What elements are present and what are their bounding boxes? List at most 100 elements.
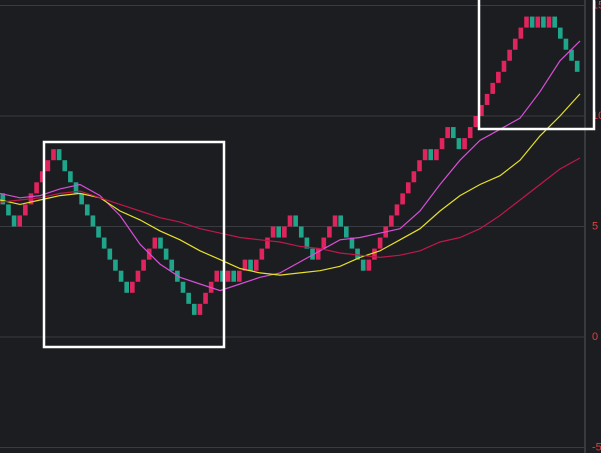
renko-brick [479,104,484,117]
renko-brick [56,149,62,161]
renko-brick [253,259,259,271]
renko-brick [343,226,349,238]
renko-brick [141,259,146,271]
renko-brick [231,270,237,282]
renko-brick [473,116,479,128]
renko-brick [434,149,439,161]
renko-brick [259,248,265,260]
renko-brick [90,215,96,227]
renko-brick [62,160,68,172]
renko-brick [574,60,580,72]
renko-brick [135,270,141,282]
renko-brick [96,226,101,238]
renko-brick [524,16,529,28]
renko-brick [11,215,17,227]
renko-brick [282,226,287,238]
moving-average-line [0,157,581,259]
renko-brick [73,182,79,194]
renko-brick [541,16,546,28]
renko-brick [467,127,473,139]
renko-brick [197,303,203,315]
renko-brick [501,60,507,72]
renko-brick [287,215,293,227]
renko-brick [23,204,28,216]
renko-brick [107,248,113,260]
renko-brick [293,215,298,227]
renko-brick [389,215,394,227]
renko-brick [191,303,197,315]
renko-brick [546,16,552,28]
renko-brick [17,215,23,227]
renko-brick [79,193,84,205]
renko-brick [186,292,191,304]
highlight-box [477,0,596,131]
renko-brick [569,49,574,61]
renko-brick [360,259,366,271]
renko-brick [118,270,124,282]
renko-brick [39,171,45,183]
y-tick-label: 0 [592,331,598,343]
renko-brick [315,248,321,260]
renko-brick [535,16,541,28]
renko-brick [490,82,496,94]
renko-brick [248,259,253,271]
renko-brick [242,259,248,271]
renko-brick [394,204,400,216]
y-tick-label: 10 [592,110,601,122]
renko-brick [113,259,118,271]
renko-brick [298,226,304,238]
renko-brick [484,93,490,105]
renko-brick [445,127,450,139]
renko-brick [163,248,169,260]
renko-brick [417,160,422,172]
renko-brick [355,248,360,260]
renko-brick [372,248,377,260]
renko-brick [327,226,332,238]
renko-brick [349,237,355,249]
renko-brick [557,27,563,39]
renko-brick [518,27,524,39]
renko-brick [422,149,428,161]
renko-brick [439,138,445,150]
renko-brick [512,38,518,50]
renko-brick [130,281,135,293]
renko-brick [400,193,405,205]
renko-brick [507,49,512,61]
renko-brick [6,204,11,216]
renko-brick [84,204,90,216]
renko-brick [332,215,338,227]
renko-brick [462,138,467,150]
renko-brick [101,237,107,249]
renko-brick [552,16,557,28]
renko-brick [68,171,73,183]
renko-brick [450,127,456,139]
renko-brick [203,292,208,304]
renko-brick [34,182,39,194]
renko-brick [304,237,310,249]
renko-brick [321,237,327,249]
renko-brick [496,71,501,83]
renko-brick [265,237,270,249]
renko-brick [366,259,372,271]
renko-brick [51,149,56,161]
renko-brick [411,171,417,183]
y-tick-label: 5 [592,220,598,232]
renko-brick [158,237,163,249]
moving-average-line [0,40,581,292]
renko-brick [276,226,282,238]
renko-brick [377,237,383,249]
renko-brick [237,270,242,282]
renko-brick [456,138,462,150]
renko-brick [270,226,276,238]
renko-brick [338,215,343,227]
renko-brick [169,259,175,271]
renko-brick [180,281,186,293]
y-tick-label: 15 [592,0,601,11]
renko-brick [225,270,231,282]
renko-brick [563,38,569,50]
renko-brick [529,16,535,28]
renko-brick [152,237,158,249]
renko-brick [310,248,315,260]
